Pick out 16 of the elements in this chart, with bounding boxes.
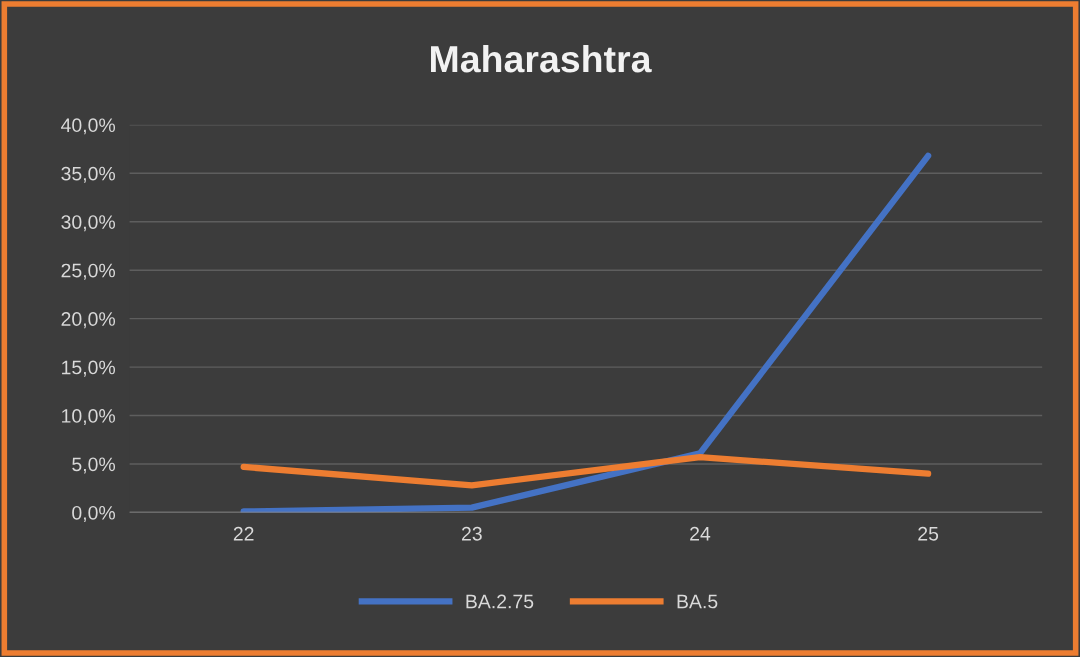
- legend-label: BA.2.75: [466, 594, 534, 609]
- y-tick-label: 30,0%: [61, 215, 116, 232]
- y-tick-label: 35,0%: [61, 166, 116, 183]
- y-tick-label: 15,0%: [62, 360, 116, 377]
- legend-label: BA.5: [677, 594, 718, 609]
- x-tick-label: 22: [233, 526, 254, 541]
- y-tick-label: 10,0%: [62, 409, 116, 426]
- x-tick-label: 25: [918, 526, 939, 541]
- y-tick-label: 25,0%: [61, 263, 116, 280]
- y-tick-label: 20,0%: [61, 312, 116, 329]
- chart-title: Maharashtra: [431, 44, 652, 73]
- y-tick-label: 5,0%: [72, 457, 116, 474]
- x-tick-label: 24: [690, 526, 711, 541]
- y-tick-label: 40,0%: [61, 118, 116, 135]
- x-tick-label: 23: [461, 526, 482, 541]
- y-tick-label: 0,0%: [72, 505, 116, 522]
